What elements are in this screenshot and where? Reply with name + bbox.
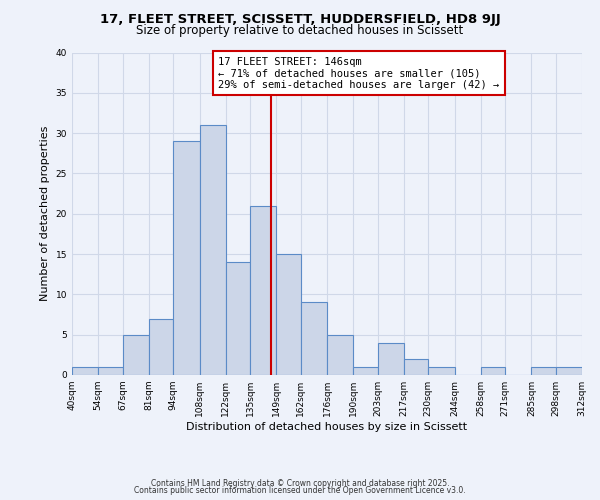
- Bar: [301, 302, 327, 375]
- Bar: [353, 367, 377, 375]
- Bar: [226, 262, 250, 375]
- Text: Size of property relative to detached houses in Scissett: Size of property relative to detached ho…: [136, 24, 464, 37]
- Text: 17 FLEET STREET: 146sqm
← 71% of detached houses are smaller (105)
29% of semi-d: 17 FLEET STREET: 146sqm ← 71% of detache…: [218, 56, 499, 90]
- Text: Contains public sector information licensed under the Open Government Licence v3: Contains public sector information licen…: [134, 486, 466, 495]
- Bar: [532, 367, 556, 375]
- Bar: [250, 206, 277, 375]
- Bar: [72, 367, 98, 375]
- X-axis label: Distribution of detached houses by size in Scissett: Distribution of detached houses by size …: [187, 422, 467, 432]
- Bar: [481, 367, 505, 375]
- Bar: [404, 359, 428, 375]
- Bar: [122, 334, 149, 375]
- Bar: [199, 125, 226, 375]
- Text: Contains HM Land Registry data © Crown copyright and database right 2025.: Contains HM Land Registry data © Crown c…: [151, 478, 449, 488]
- Bar: [98, 367, 122, 375]
- Bar: [277, 254, 301, 375]
- Bar: [428, 367, 455, 375]
- Bar: [327, 334, 353, 375]
- Bar: [149, 318, 173, 375]
- Bar: [556, 367, 582, 375]
- Bar: [377, 343, 404, 375]
- Bar: [173, 141, 199, 375]
- Y-axis label: Number of detached properties: Number of detached properties: [40, 126, 50, 302]
- Text: 17, FLEET STREET, SCISSETT, HUDDERSFIELD, HD8 9JJ: 17, FLEET STREET, SCISSETT, HUDDERSFIELD…: [100, 12, 500, 26]
